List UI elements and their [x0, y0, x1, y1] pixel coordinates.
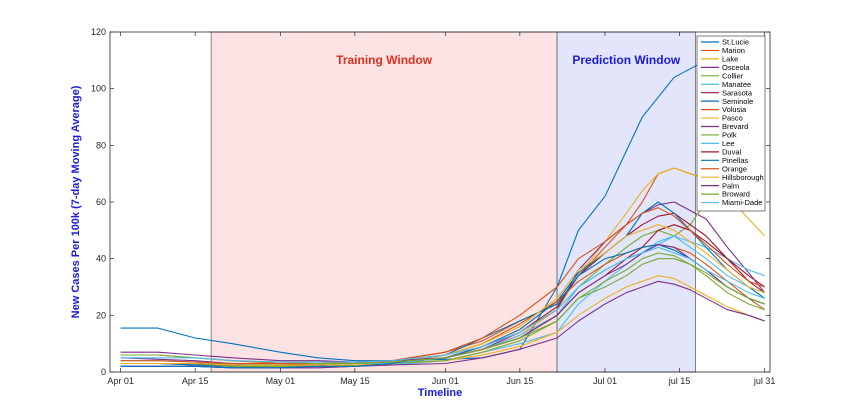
legend: St.LucieMarionLakeOsceolaCollierManateeS…	[696, 35, 766, 212]
legend-label: Manatee	[722, 80, 751, 89]
x-tick-label: Jul 01	[593, 376, 617, 386]
x-axis: Apr 01 Apr 15 May 01 May 15 Jun 01 Jun 15 Jul …	[107, 32, 775, 386]
y-tick-label: 120	[91, 27, 106, 37]
legend-label: Miami-Dade	[722, 198, 762, 207]
x-tick-label: May 15	[340, 376, 370, 386]
y-tick-label: 80	[96, 140, 106, 150]
series-line-orange	[120, 207, 765, 365]
legend-label: Volusia	[722, 105, 747, 114]
x-tick-label: May 01	[266, 376, 296, 386]
legend-label: Pinellas	[722, 156, 749, 165]
legend-label: Marion	[722, 46, 745, 55]
x-tick-label: Jun 15	[506, 376, 533, 386]
legend-label: St.Lucie	[722, 38, 749, 47]
legend-label: Duval	[722, 147, 742, 156]
x-tick-label: Apr 15	[182, 376, 209, 386]
y-axis: 0 20 40 60 80 100 120	[91, 27, 770, 377]
y-tick-label: 40	[96, 254, 106, 264]
legend-label: Seminole	[722, 97, 753, 106]
series-layer	[120, 59, 766, 369]
legend-label: Hillsborough	[722, 173, 764, 182]
x-tick-label: Jun 01	[432, 376, 459, 386]
legend-label: Lake	[722, 55, 738, 64]
legend-label: Palm	[722, 181, 739, 190]
x-tick-label: Apr 01	[107, 376, 134, 386]
legend-box	[696, 35, 766, 212]
x-axis-title: Timeline	[418, 387, 462, 399]
y-tick-label: 0	[101, 367, 106, 377]
x-tick-label: jul 15	[668, 376, 691, 386]
x-tick-label: jul 31	[753, 376, 776, 386]
series-line-hillsborough	[120, 224, 765, 366]
legend-label: Collier	[722, 71, 744, 80]
regions-layer: Training Window Prediction Window	[210, 31, 696, 373]
series-line-miami-dade	[120, 246, 765, 363]
legend-label: Sarasota	[722, 88, 753, 97]
legend-label: Orange	[722, 164, 747, 173]
legend-label: Polk	[722, 131, 737, 140]
series-line-volusia	[120, 243, 766, 365]
region-label: Training Window	[336, 53, 433, 67]
legend-label: Pasco	[722, 114, 743, 123]
legend-label: Brevard	[722, 122, 748, 131]
legend-label: Lee	[722, 139, 735, 148]
y-tick-label: 20	[96, 310, 106, 320]
y-tick-label: 100	[91, 84, 106, 94]
y-axis-title: New Cases Per 100k (7-day Moving Average…	[70, 85, 82, 318]
region-training-window	[210, 31, 558, 373]
region-label: Prediction Window	[572, 53, 681, 67]
legend-label: Broward	[722, 190, 750, 199]
y-tick-label: 60	[96, 197, 106, 207]
legend-label: Osceola	[722, 63, 750, 72]
